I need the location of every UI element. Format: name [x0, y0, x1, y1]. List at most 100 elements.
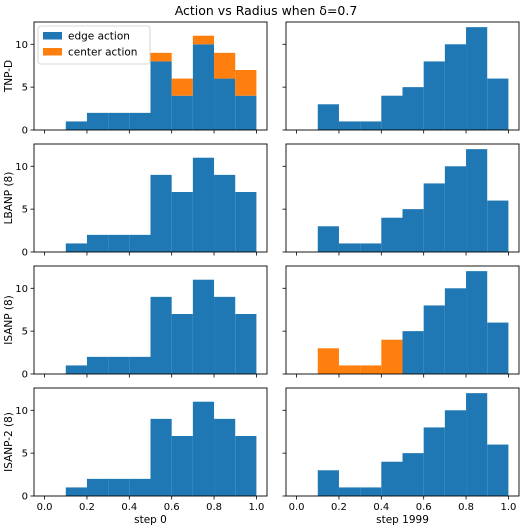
row-label: ISANP-2 (8) [3, 412, 15, 472]
y-tick-label: 5 [22, 449, 28, 460]
column-label: step 0 [134, 514, 167, 526]
axes-frame [285, 387, 520, 497]
edge-bar [487, 322, 509, 374]
panel-2-1 [282, 265, 520, 378]
legend-label: center action [68, 47, 137, 59]
x-tick-label: 0.6 [416, 502, 432, 513]
axes-frame [285, 21, 520, 131]
edge-bar [150, 174, 172, 252]
edge-bar [129, 234, 151, 252]
x-tick-label: 0.0 [37, 502, 53, 513]
edge-bar [214, 174, 236, 252]
x-tick-label: 0.8 [458, 502, 474, 513]
y-tick-label: 0 [22, 248, 28, 259]
edge-bar [466, 271, 488, 374]
center-bar [381, 339, 403, 374]
edge-bar [235, 436, 257, 496]
x-tick-label: 0.2 [79, 502, 95, 513]
edge-bar [444, 166, 467, 252]
center-bar [192, 35, 215, 45]
x-tick-label: 1.0 [248, 502, 264, 513]
edge-bar [235, 192, 257, 252]
edge-bar [444, 410, 467, 496]
axes-frame [285, 143, 520, 253]
edge-bar [444, 288, 467, 374]
row-label: TNP-D [3, 60, 15, 93]
legend: edge action center action [37, 25, 151, 65]
edge-bar [444, 44, 467, 130]
center-bar [214, 52, 236, 79]
edge-bar [150, 418, 172, 496]
y-tick-label: 5 [22, 205, 28, 216]
edge-bar [171, 314, 193, 374]
axes-frame [285, 265, 520, 375]
y-tick-label: 0 [22, 126, 28, 137]
edge-bar [338, 121, 361, 130]
axes-frame [33, 21, 268, 131]
edge-bar [360, 243, 382, 252]
edge-bar [129, 112, 151, 130]
edge-bar [86, 356, 109, 374]
axes-frame [33, 143, 268, 253]
edge-bar [487, 444, 509, 496]
edge-bar [86, 478, 109, 496]
x-tick-label: 0.2 [331, 502, 347, 513]
edge-bar [192, 44, 215, 130]
edge-bar [402, 209, 424, 252]
edge-bar [317, 104, 339, 130]
edge-bar [423, 305, 445, 374]
edge-bar [338, 487, 361, 496]
center-bar [360, 365, 382, 374]
edge-bar [402, 453, 424, 496]
edge-bar [423, 61, 445, 130]
legend-label: edge action [68, 31, 130, 43]
center-bar [171, 78, 193, 96]
x-tick-label: 0.0 [289, 502, 305, 513]
edge-bar [360, 121, 382, 130]
y-tick-label: 5 [22, 327, 28, 338]
edge-bar [171, 436, 193, 496]
row-label: LBANP (8) [3, 172, 15, 225]
edge-bar [86, 234, 109, 252]
edge-bar [402, 87, 424, 130]
edge-bar [192, 401, 215, 496]
axes-frame [33, 387, 268, 497]
panel-3-1: 0.0 0.2 0.4 0.6 0.8 1.0 step 1999 [282, 387, 520, 526]
edge-bar [487, 78, 509, 130]
y-tick-label: 5 [22, 83, 28, 94]
edge-bar [466, 393, 488, 496]
center-bar [150, 52, 172, 62]
center-bar [338, 365, 361, 374]
y-tick-label: 10 [15, 406, 28, 417]
edge-bar [214, 78, 236, 130]
edge-bar [423, 183, 445, 252]
y-tick-label: 0 [22, 492, 28, 503]
legend-box [37, 25, 151, 65]
edge-bar [338, 243, 361, 252]
edge-bar [487, 200, 509, 252]
edge-bar [466, 27, 488, 131]
figure-title: Action vs Radius when δ=0.7 [175, 3, 358, 18]
edge-bar [466, 149, 488, 252]
panel-0-1 [282, 21, 520, 134]
center-bar [317, 348, 339, 374]
legend-swatch [43, 48, 62, 56]
edge-bar [381, 217, 403, 252]
legend-swatch [43, 32, 62, 40]
y-tick-label: 10 [15, 40, 28, 51]
x-tick-label: 0.4 [373, 502, 389, 513]
edge-bar [381, 461, 403, 496]
edge-bar [108, 112, 130, 130]
edge-bar [108, 356, 130, 374]
x-tick-label: 0.6 [164, 502, 180, 513]
edge-bar [129, 478, 151, 496]
edge-bar [150, 296, 172, 374]
edge-bar [65, 121, 87, 130]
edge-bar [317, 470, 339, 496]
center-bar [235, 70, 257, 96]
y-tick-label: 10 [15, 284, 28, 295]
